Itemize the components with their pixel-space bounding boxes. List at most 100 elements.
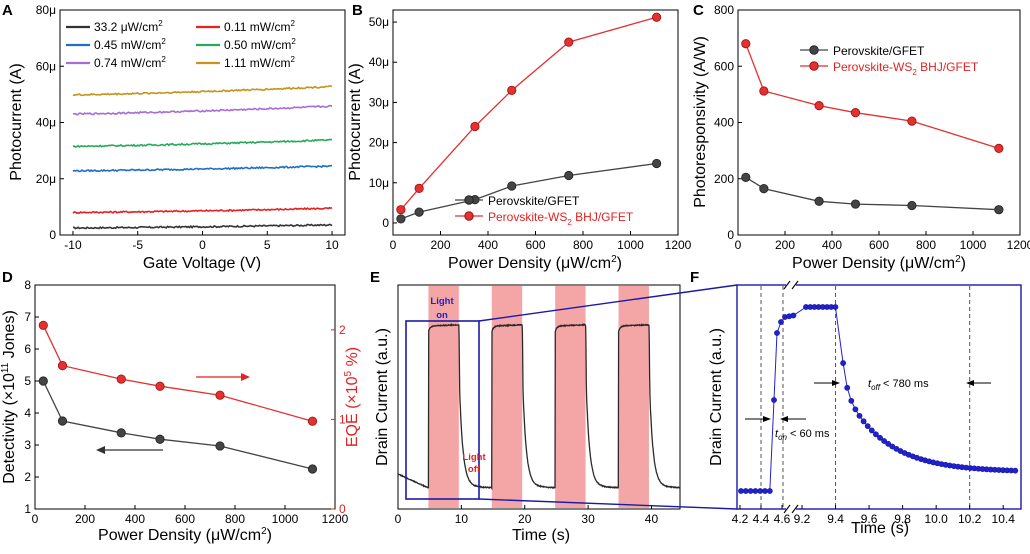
toff-arrows [814,380,991,386]
response-point [790,312,797,319]
panel-f-frame [736,284,1022,510]
x-tick-label: 0 [735,238,742,252]
x-tick-label: 200 [775,238,795,252]
x-tick-label: 9.4 [827,512,844,526]
y-tick-label: 800 [714,3,734,17]
x-tick-label: 0 [199,238,206,252]
y-tick-label: 200 [714,172,734,186]
panel-c-x-label: Power Density (μW/cm2) [792,254,966,272]
series-point [57,361,68,371]
panel-c-x-ticks: 0 200 400 600 800 1000 1200 [735,231,1030,252]
y-tick-label: 2 [24,470,31,484]
x-tick-label: -5 [132,238,143,252]
curve-4 [72,104,333,116]
series-point [652,12,662,22]
series-point [507,85,517,95]
response-point [774,330,780,336]
response-point [752,488,759,494]
x-tick-label: 10 [325,238,339,252]
zoom-connector-bottom [478,498,738,510]
legend-label-bhj: Perovskite-WS2 BHJ/GFET [833,60,979,77]
series-point [994,205,1004,215]
y-tick-label: 4 [24,406,31,420]
response-point [766,488,773,494]
x-tick-label: 1000 [272,512,299,526]
series-point [564,170,574,181]
curve-1 [72,206,333,214]
x-tick-label: 0 [395,512,402,526]
y-tick-label: 10μ [369,176,389,190]
panel-a: A 0 20μ 40μ 60μ 80μ -10 -5 0 5 10 33.2 μW/cm2 0.… [2,2,346,272]
panel-a-y-label: Photocurrent (A) [8,63,25,180]
y-tick-label: 6 [24,342,31,356]
y-tick-label: 8 [24,278,31,292]
x-tick-label: 4.4 [753,512,770,526]
x-tick-label: 9.2 [794,512,811,526]
curve-2 [72,164,333,173]
series-point [470,121,480,132]
x-tick-label: 20 [518,512,532,526]
x-tick-label: 400 [125,512,145,526]
series-point [57,416,68,426]
panel-e-x-label: Time (s) [512,527,570,544]
x-tick-label: 9.6 [861,512,878,526]
x-tick-label: 800 [573,238,593,252]
x-tick-label: 200 [430,238,450,252]
x-tick-label: 9.8 [894,512,911,526]
series-point [994,143,1004,153]
y-tick-label: 400 [714,116,734,130]
response-point [873,431,879,438]
response-point [885,440,892,447]
curve-5 [72,85,333,97]
panel-d-y-label: Detectivity (×1011 Jones) [0,310,18,484]
panel-b-series [396,12,662,224]
response-point [840,360,846,366]
ton-arrows [745,416,806,422]
panel-e-curve [397,322,681,491]
series-point [155,434,165,444]
response-point [877,434,883,441]
x-tick-label: 1200 [322,512,349,526]
panel-b-y-label: Photocurrent (A) [347,63,364,180]
series-point [116,428,126,438]
response-point [852,406,859,413]
x-tick-label: 10.2 [958,512,982,526]
panel-f-y-label: Drain Current (a.u.) [708,328,725,466]
x-tick-label: 600 [869,238,889,252]
axis-break-bottom [783,504,799,514]
light-on-label-2: on [436,310,448,321]
x-tick-label: 600 [525,238,545,252]
legend-marker-perovskite [809,45,819,55]
series-point [155,381,165,391]
light-off-label-1: Light [462,452,486,463]
x-tick-label: 30 [581,512,595,526]
panel-b-x-ticks: 0 200 400 600 800 1000 1200 [390,231,692,252]
legend-label-33uW: 33.2 μW/cm2 [94,19,163,34]
legend-label-045: 0.45 mW/cm2 [94,37,166,52]
legend-marker-perovskite [464,195,474,205]
y-tick-label: 40μ [36,116,56,130]
panel-d-x-ticks: 0 200 400 600 800 1000 1200 [32,505,349,526]
panel-b-x-label: Power Density (μW/cm2) [448,254,622,272]
x-tick-label: 800 [225,512,245,526]
response-point [778,319,784,325]
panel-a-x-label: Gate Voltage (V) [143,255,261,272]
y-tick-label: 20μ [36,172,56,186]
panel-f-letter: F [690,269,699,286]
series-point [814,196,824,206]
light-band-3 [618,286,649,508]
panel-a-curves [72,85,333,230]
response-point [771,397,777,403]
x-tick-label: 0 [390,238,397,252]
legend-label-074: 0.74 mW/cm2 [94,55,166,70]
response-point [881,438,887,444]
axis-break-top [783,280,799,290]
panel-e-zoom-box [405,320,480,500]
series-point [814,101,824,111]
series-point [414,207,424,217]
series-point [652,158,662,169]
panel-e-y-label: Drain Current (a.u.) [374,328,391,466]
y-tick-label: 0 [727,228,734,242]
